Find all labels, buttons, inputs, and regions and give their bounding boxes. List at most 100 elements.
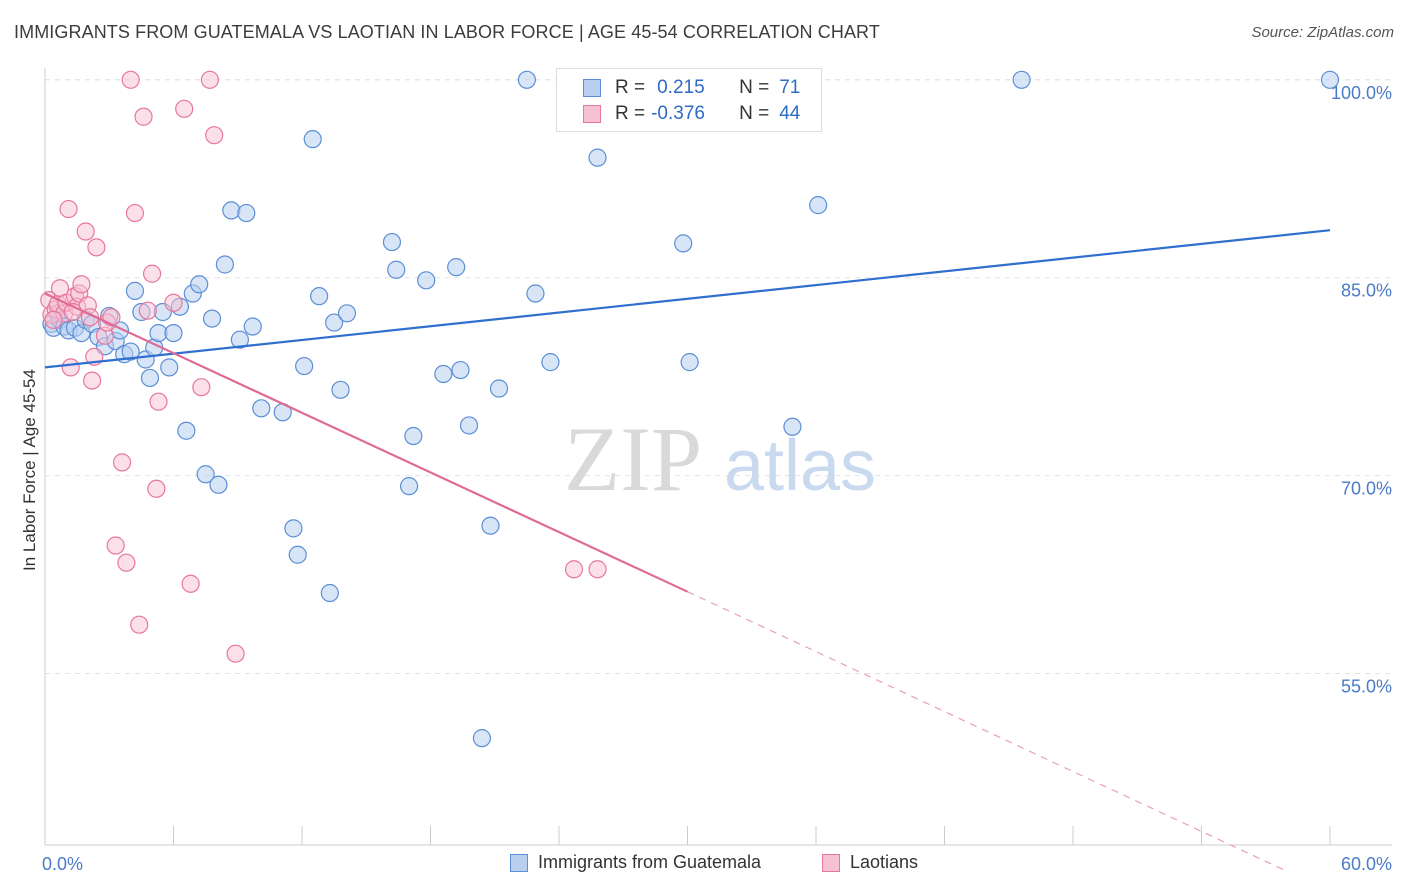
data-point-guatemala [481,516,500,535]
data-point-guatemala [303,130,322,149]
bottom-legend-guatemala: Immigrants from Guatemala [510,852,761,873]
data-point-guatemala [526,284,545,303]
y-axis-label: In Labor Force | Age 45-54 [20,369,39,571]
watermark-zip: ZIP [564,408,702,510]
data-point-guatemala [325,313,344,332]
data-point-laotians [564,560,584,579]
data-point-guatemala [177,421,196,440]
legend-r-label: R = [615,77,646,98]
x-tick-label: 60.0% [1341,854,1392,874]
data-point-laotians [125,203,145,223]
bottom-legend-laotians: Laotians [822,852,918,873]
data-point-guatemala [489,379,509,398]
data-point-guatemala [1320,70,1340,89]
data-point-guatemala [337,304,357,323]
data-point-laotians [76,222,95,241]
legend-r-label: R = [615,103,646,124]
data-point-guatemala [588,148,607,167]
data-point-guatemala [382,232,402,252]
data-point-laotians [138,301,157,320]
legend-n-label: N = [739,103,770,124]
data-point-laotians [200,70,220,89]
correlation-legend: R = 0.215 N = 71 R = -0.376 N = 44 [556,68,822,132]
data-point-laotians [149,392,168,411]
legend-row-laotians: R = -0.376 N = 44 [583,101,800,127]
data-point-guatemala [1012,70,1031,89]
data-point-laotians [181,574,200,593]
data-point-guatemala [517,70,536,89]
data-point-guatemala [809,196,828,215]
data-point-guatemala [160,358,179,377]
source-label: Source: ZipAtlas.com [1251,24,1394,41]
data-point-laotians [142,264,162,283]
data-point-guatemala [252,399,271,418]
bottom-legend-label: Laotians [850,852,919,872]
data-point-guatemala [121,342,140,361]
legend-n-value: 71 [779,77,801,98]
data-point-guatemala [434,364,453,384]
bottom-legend-swatch-blue [510,853,528,872]
legend-r-value: 0.215 [657,77,705,98]
data-point-laotians [121,70,140,89]
y-tick-label: 85.0% [1341,281,1392,301]
data-point-guatemala [288,545,307,564]
data-point-guatemala [125,281,145,300]
data-point-guatemala [331,380,350,399]
data-point-laotians [61,358,80,377]
axes [44,68,1392,846]
data-point-laotians [130,615,149,634]
trend-line-guatemala [44,229,1331,369]
trend-lines [44,229,1331,872]
axis-ticks: 55.0% 70.0% 85.0% 100.0% 0.0% 60.0% [42,83,1392,874]
data-point-guatemala [399,477,419,496]
data-point-guatemala [417,271,436,290]
data-point-guatemala [190,275,209,294]
data-point-guatemala [447,258,466,277]
legend-swatch-blue [583,79,601,97]
data-point-laotians [147,479,166,498]
data-point-guatemala [215,255,234,274]
data-point-laotians [226,644,245,663]
data-point-guatemala [243,317,262,336]
x-tick-label: 0.0% [42,854,83,874]
data-point-guatemala [140,368,160,388]
data-point-laotians [83,371,102,390]
data-point-guatemala [310,287,329,306]
data-point-guatemala [387,260,406,279]
data-point-laotians [44,310,63,330]
legend-swatch-pink [583,105,601,123]
data-point-laotians [106,536,125,555]
data-point-guatemala [196,465,215,484]
data-point-laotians [175,99,194,118]
data-point-guatemala [680,353,699,372]
data-point-laotians [117,553,136,572]
y-tick-label: 70.0% [1341,479,1392,499]
data-point-guatemala [472,729,491,748]
data-point-guatemala [209,475,228,494]
data-point-guatemala [783,417,802,436]
chart-title: IMMIGRANTS FROM GUATEMALA VS LAOTIAN IN … [14,22,880,42]
data-point-guatemala [459,416,479,435]
data-point-laotians [192,378,211,397]
data-point-guatemala [295,356,314,376]
data-point-guatemala [237,203,256,223]
data-point-laotians [588,560,607,579]
data-point-guatemala [674,234,693,253]
data-point-guatemala [164,324,183,343]
legend-n-label: N = [739,77,770,98]
data-point-laotians [59,199,78,219]
grid-lines [45,79,1392,674]
data-point-guatemala [284,519,303,538]
legend-r-value: -0.376 [651,103,705,124]
trend-line-laotians [44,292,688,593]
data-point-laotians [164,293,183,312]
data-point-guatemala [541,353,560,372]
y-tick-label: 100.0% [1331,83,1392,103]
data-point-laotians [112,453,132,472]
trend-line-laotians-extrapolated [687,591,1288,872]
legend-row-guatemala: R = 0.215 N = 71 [583,75,800,101]
legend-n-value: 44 [779,103,801,124]
data-point-guatemala [320,583,339,603]
data-point-guatemala [202,309,222,328]
